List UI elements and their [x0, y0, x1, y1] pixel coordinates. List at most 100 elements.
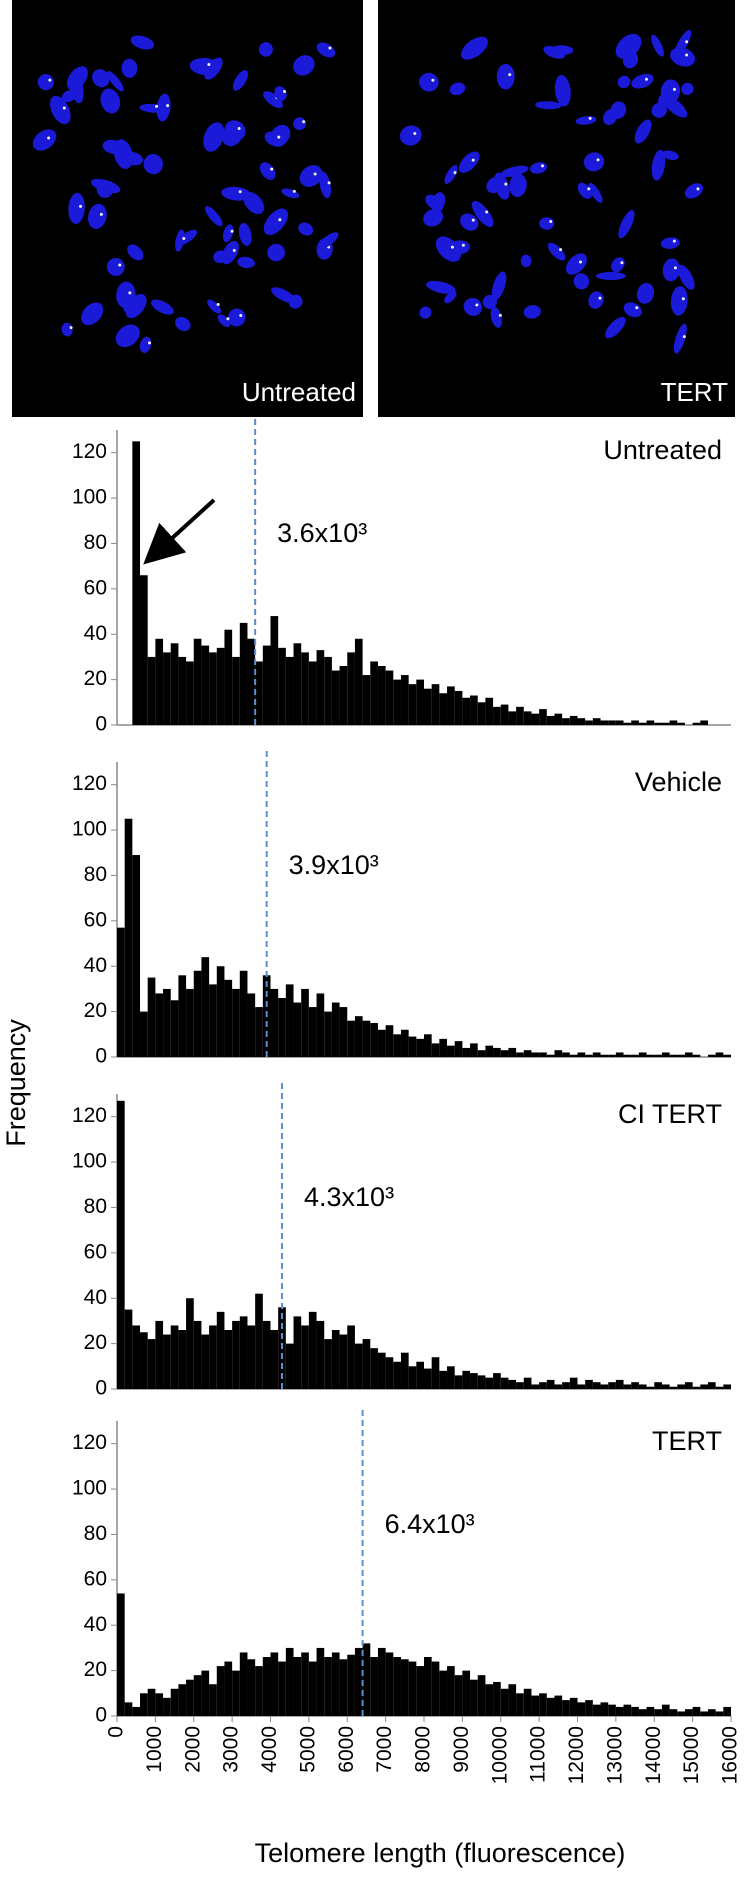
chromosome [263, 208, 289, 236]
chromosome [37, 73, 54, 91]
bar [262, 1320, 271, 1389]
bar [255, 1293, 263, 1389]
telomere-spot [635, 306, 639, 310]
bar [554, 713, 563, 725]
chromosome [207, 299, 222, 314]
x-axis-label: Telomere length (fluorescence) [255, 1838, 626, 1868]
bar [439, 1038, 448, 1057]
bar [140, 1011, 148, 1057]
bar [523, 1688, 532, 1716]
bar [592, 718, 601, 725]
bar [232, 656, 240, 725]
bar [186, 1298, 194, 1389]
chromosome [121, 58, 138, 78]
x-tick-label: 8000 [412, 1726, 435, 1773]
bar [339, 1334, 348, 1389]
bar [278, 1661, 286, 1716]
bar [615, 1706, 624, 1716]
bar [385, 1025, 394, 1057]
chromosome [535, 101, 562, 110]
chromosome [623, 302, 642, 318]
chromosome [175, 316, 191, 332]
telomere-spot [182, 237, 186, 241]
bar [700, 1711, 708, 1716]
telomere-spot [237, 126, 241, 130]
chromosome [520, 254, 532, 268]
bar [454, 1041, 463, 1057]
bar [562, 1052, 570, 1057]
bar [531, 1384, 540, 1389]
chromosome [583, 152, 605, 172]
bar [408, 684, 417, 725]
bar [316, 1647, 325, 1716]
bar [301, 1325, 309, 1389]
telomere-spot [696, 187, 700, 191]
y-tick-label: 80 [84, 1522, 107, 1545]
bar [577, 1702, 586, 1716]
telomere-spot [461, 243, 465, 247]
chromosome [100, 88, 121, 114]
bar [354, 638, 363, 725]
chromosome [482, 294, 498, 310]
bar [569, 1054, 578, 1057]
bar [585, 720, 593, 725]
x-tick-label: 2000 [181, 1726, 204, 1773]
telomere-spot [69, 326, 73, 330]
chromosome [263, 91, 283, 108]
bar [700, 1384, 708, 1389]
bar [592, 1052, 601, 1057]
x-tick-label: 4000 [258, 1726, 281, 1773]
bar [377, 1029, 386, 1057]
bar [569, 1697, 578, 1716]
bar [285, 1647, 294, 1716]
bar [661, 722, 670, 725]
bar [723, 1054, 731, 1057]
bar [408, 1661, 417, 1716]
bar [684, 1382, 693, 1389]
bar [646, 1386, 655, 1389]
bar [178, 1330, 187, 1389]
bar [638, 1052, 647, 1057]
bar [439, 1370, 448, 1389]
telomere-spot [559, 248, 563, 252]
bar [424, 1034, 432, 1057]
bar [447, 1666, 455, 1716]
bar [516, 1382, 524, 1389]
bar [477, 1675, 486, 1716]
bar [140, 1693, 148, 1716]
telomere-spot [672, 87, 676, 91]
bar [285, 656, 294, 725]
bar [677, 1384, 685, 1389]
chromosome [299, 165, 323, 187]
telomere-spot [450, 245, 454, 249]
bar [163, 652, 171, 725]
x-tick-label: 6000 [335, 1726, 358, 1773]
bar [331, 1330, 340, 1389]
bar [117, 1100, 125, 1389]
bar [500, 1050, 509, 1057]
x-tick-label: 15000 [680, 1726, 703, 1784]
telomere-spot [413, 132, 417, 136]
bar [477, 702, 486, 725]
bar [531, 1695, 540, 1716]
bar [377, 666, 386, 725]
telomere-spot [471, 218, 475, 222]
telomere-spot [238, 190, 242, 194]
y-tick-label: 20 [84, 1331, 107, 1354]
bar [301, 988, 309, 1057]
telomere-spot [682, 335, 686, 339]
bar [147, 1339, 156, 1389]
bar [416, 1038, 424, 1057]
bar [140, 1332, 148, 1389]
bar [170, 1688, 179, 1716]
telomere-spot [620, 261, 624, 265]
bar [470, 1679, 478, 1716]
bar [723, 1706, 731, 1716]
bar [577, 718, 586, 725]
y-tick-label: 20 [84, 667, 107, 690]
bar [124, 1702, 133, 1716]
bar [201, 645, 210, 725]
bar [692, 1386, 701, 1389]
telomere-spot [216, 303, 220, 307]
chromosome [271, 287, 296, 304]
